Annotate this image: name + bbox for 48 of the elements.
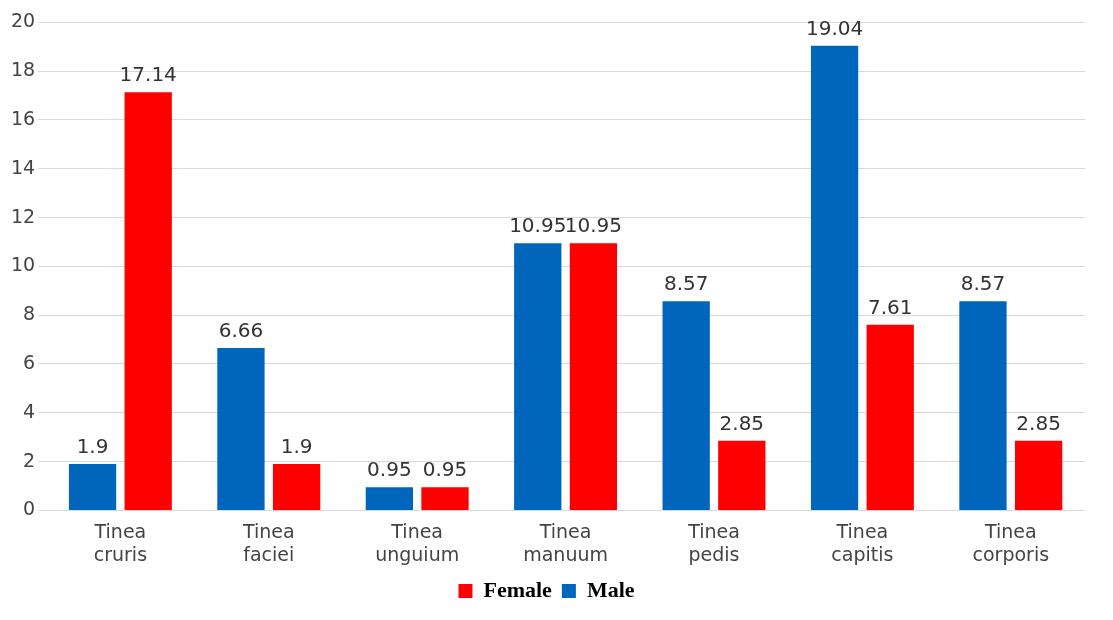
bar (959, 301, 1007, 510)
bar (124, 92, 172, 510)
data-label: 7.61 (867, 294, 913, 319)
x-tick-label: Tinea cruris (93, 519, 148, 565)
data-label: 2.85 (1016, 411, 1061, 436)
data-label: 8.57 (960, 271, 1006, 296)
data-label: 10.95 (564, 213, 623, 238)
y-tick-label: 0 (23, 497, 36, 520)
y-tick-label: 16 (10, 106, 36, 129)
bar (866, 324, 914, 510)
data-label: 2.85 (719, 411, 765, 436)
bar (365, 487, 414, 510)
data-label: 17.14 (119, 62, 177, 87)
bar (217, 347, 265, 510)
y-tick-label: 8 (23, 302, 36, 325)
y-tick-label: 18 (10, 58, 36, 81)
y-tick-label: 2 (23, 448, 36, 471)
x-tick-label: Tinea capitis (831, 519, 894, 565)
bar (1014, 440, 1063, 510)
data-label: 8.57 (663, 271, 709, 296)
y-tick-label: 4 (23, 399, 36, 422)
x-tick-label: Tinea corporis (972, 519, 1050, 565)
data-label: 0.95 (422, 457, 468, 482)
bar (272, 464, 321, 510)
bar (810, 45, 859, 510)
x-tick-label: Tinea manuum (523, 519, 608, 565)
bar (718, 440, 766, 510)
data-label: 0.95 (367, 457, 412, 482)
data-label: 1.9 (76, 434, 109, 459)
bar (662, 301, 710, 510)
bar (68, 464, 117, 510)
data-label: 10.95 (509, 213, 567, 238)
y-tick-label: 14 (10, 155, 36, 178)
legend-label: Female (483, 576, 553, 602)
x-tick-label: Tinea unguium (375, 519, 460, 565)
y-tick-label: 20 (10, 9, 36, 32)
y-tick-label: 6 (23, 350, 36, 373)
bar (569, 243, 618, 510)
y-tick-label: 10 (10, 253, 36, 276)
data-label: 6.66 (218, 318, 264, 343)
legend-label: Male (586, 576, 635, 602)
x-tick-label: Tinea faciei (241, 519, 295, 565)
bar (421, 487, 469, 510)
data-label: 1.9 (280, 434, 313, 459)
data-label: 19.04 (805, 16, 864, 41)
bar (514, 243, 562, 510)
x-tick-label: Tinea pedis (687, 519, 740, 565)
y-tick-label: 12 (10, 204, 36, 227)
